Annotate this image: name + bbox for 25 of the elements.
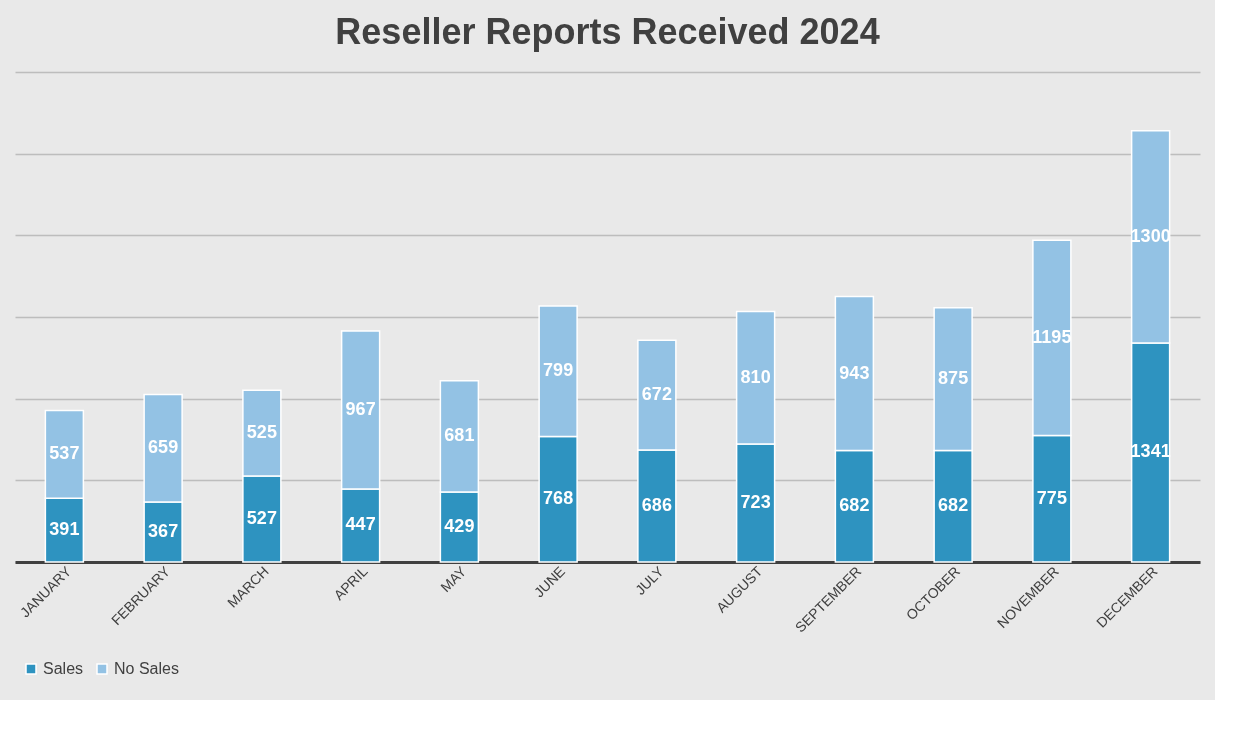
data-label: 768 [543,488,574,509]
data-label: 391 [49,519,80,540]
chart-title: Reseller Reports Received 2024 [335,11,880,52]
data-label: 659 [148,437,179,458]
data-label: 875 [938,368,969,389]
data-label: 525 [246,422,277,443]
data-label: 537 [49,443,80,464]
data-label: 1300 [1130,225,1171,246]
data-label: 682 [839,495,870,516]
legend-label: No Sales [114,660,179,677]
data-label: 682 [938,495,969,516]
data-label: 943 [839,362,870,383]
data-label: 967 [345,399,376,420]
legend-label: Sales [43,660,84,677]
data-label: 686 [641,494,672,515]
data-label: 775 [1036,487,1067,508]
data-label: 723 [740,491,771,512]
data-label: 799 [543,360,574,381]
data-label: 681 [444,425,475,446]
data-label: 527 [246,507,277,528]
data-label: 429 [444,515,475,536]
data-label: 810 [740,366,771,387]
data-label: 672 [641,384,672,405]
data-label: 447 [345,514,376,535]
data-label: 367 [148,521,179,542]
